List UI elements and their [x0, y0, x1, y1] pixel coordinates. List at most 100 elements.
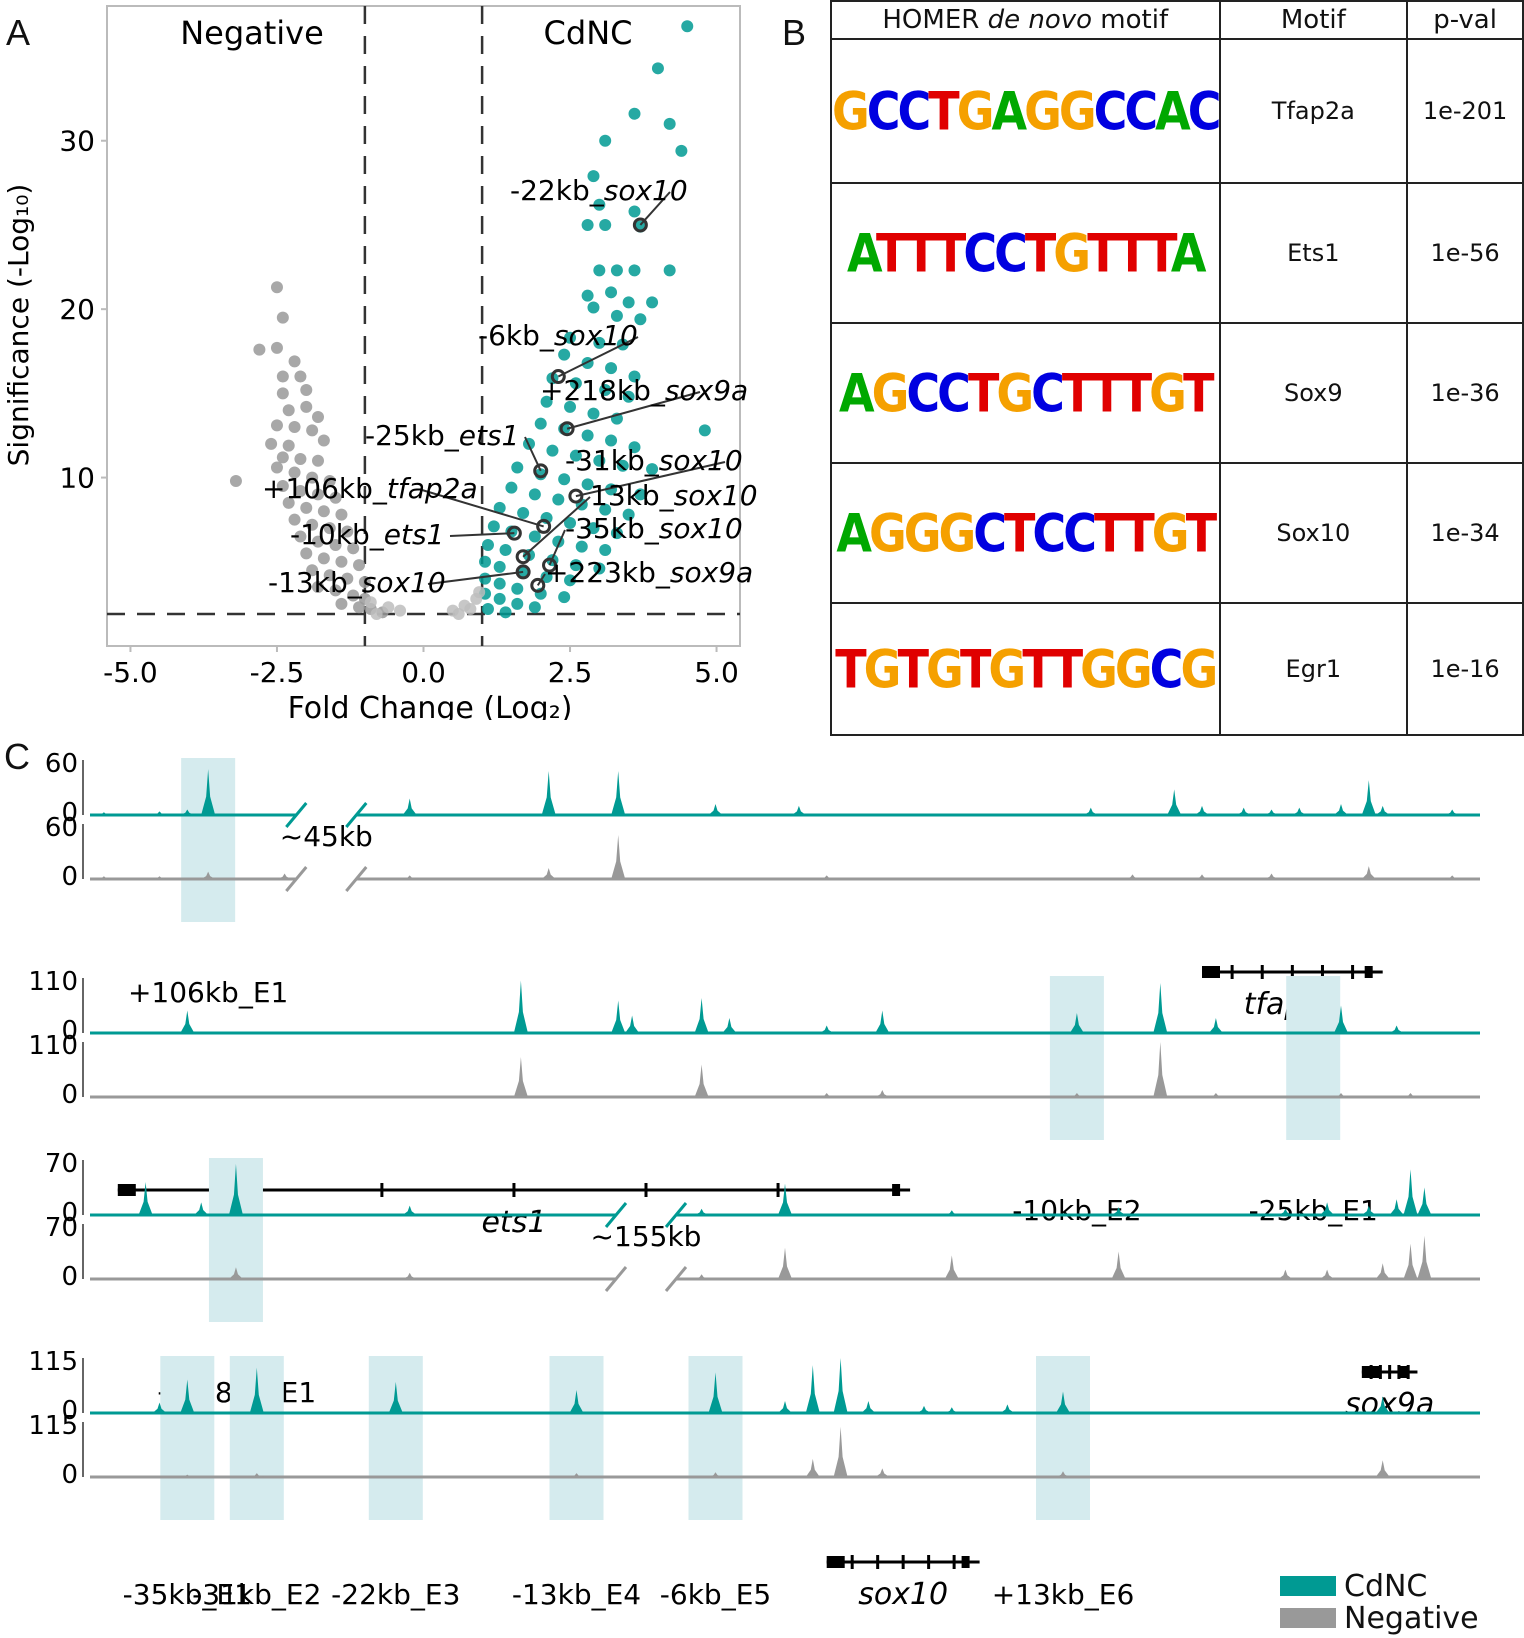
break-label: ~155kb	[591, 1220, 702, 1253]
point-cdnc	[593, 454, 606, 467]
peak-negative	[1375, 1263, 1390, 1279]
table-row: AGGGCTCCTTGT Sox10 1e-34	[830, 462, 1524, 604]
point-cdnc	[528, 488, 541, 501]
point-negative	[329, 491, 342, 504]
point-non-significant	[452, 608, 465, 620]
point-negative	[329, 584, 342, 597]
point-negative	[294, 485, 307, 498]
x-tick-label: -5.0	[103, 656, 158, 689]
point-cdnc	[593, 264, 606, 277]
peak-cdnc	[1208, 1018, 1223, 1033]
peak-cdnc	[1361, 780, 1376, 815]
peak-cdnc	[944, 1210, 959, 1215]
annotation-label: 13kb_sox10	[590, 479, 758, 512]
peak-cdnc	[1069, 1013, 1084, 1033]
motif-logo: TGTGTGTTGGCG	[830, 602, 1221, 736]
point-cdnc	[558, 591, 571, 604]
motif-logo: AGGGCTCCTTGT	[830, 462, 1221, 604]
point-negative	[253, 343, 266, 356]
point-negative	[276, 370, 289, 383]
legend-item-negative: Negative	[1280, 1601, 1479, 1636]
annotation-leader	[522, 496, 591, 558]
peak-negative	[1264, 873, 1279, 879]
peak-negative	[1125, 874, 1140, 879]
point-cdnc	[634, 313, 647, 326]
volcano-plot: -22kb_sox10 -6kb_sox10 +218kb_sox9a -25kb_e…	[2, 5, 758, 720]
peak-negative	[402, 1272, 417, 1279]
peak-cdnc	[917, 1405, 931, 1413]
peak-negative	[277, 873, 292, 879]
peak-cdnc	[819, 1025, 834, 1033]
point-negative	[341, 572, 354, 585]
enhancer-label: -25kb_E1	[1249, 1194, 1378, 1227]
peak-negative	[1056, 1471, 1070, 1477]
point-negative	[276, 480, 289, 492]
annotation-label: -31kb_sox10	[565, 444, 743, 477]
peak-cdnc	[1375, 805, 1390, 815]
gene-label: sox10	[858, 1577, 948, 1612]
point-cdnc	[558, 348, 571, 361]
break-mark	[604, 1202, 628, 1228]
point-negative	[282, 404, 295, 417]
peak-negative	[1208, 1093, 1223, 1097]
peak-cdnc	[201, 769, 216, 815]
panel-label-c: C	[4, 736, 30, 777]
point-negative	[306, 471, 319, 484]
peak-cdnc	[1334, 804, 1348, 815]
point-cdnc	[622, 390, 635, 403]
peak-negative	[541, 868, 556, 879]
point-cdnc	[540, 570, 553, 583]
enhancer-highlight	[549, 1356, 604, 1520]
point-cdnc	[569, 559, 582, 572]
point-negative	[229, 474, 242, 487]
point-negative	[300, 501, 313, 514]
point-cdnc	[499, 544, 512, 556]
enhancer-label: -35kb_E1	[123, 1578, 252, 1611]
motif-pval: 1e-16	[1406, 602, 1524, 736]
peak-cdnc	[152, 1402, 167, 1413]
point-negative	[282, 496, 295, 509]
point-negative	[347, 589, 360, 602]
peak-negative	[875, 1090, 890, 1097]
point-cdnc	[622, 508, 635, 521]
point-cdnc	[610, 527, 623, 540]
peak-negative	[1334, 1093, 1348, 1097]
peak-negative	[1195, 874, 1209, 879]
point-negative	[294, 530, 307, 543]
track-scale-min: 0	[61, 1396, 78, 1426]
annotated-point	[550, 369, 566, 385]
gene-exon	[1202, 966, 1220, 978]
point-non-significant	[364, 596, 377, 609]
annotation-label: -35kb_sox10	[565, 512, 743, 545]
point-negative	[288, 513, 301, 526]
point-negative	[329, 538, 342, 551]
point-negative	[306, 564, 319, 577]
point-cdnc	[628, 370, 641, 383]
peak-cdnc	[402, 1205, 417, 1215]
enhancer-label: -13kb_E4	[512, 1578, 641, 1611]
enhancer-highlight	[1036, 1356, 1090, 1520]
annotated-point	[559, 421, 575, 437]
point-negative	[341, 525, 354, 538]
point-cdnc	[663, 117, 676, 130]
peak-negative	[513, 1057, 528, 1097]
point-cdnc	[587, 522, 600, 535]
point-cdnc	[552, 493, 565, 506]
peak-negative	[152, 876, 167, 879]
point-cdnc	[569, 449, 582, 462]
motif-pval: 1e-201	[1406, 38, 1524, 184]
break-mark	[664, 1266, 688, 1292]
peak-cdnc	[1361, 1205, 1376, 1215]
point-negative	[288, 466, 301, 479]
point-cdnc	[593, 562, 606, 575]
peak-cdnc	[152, 811, 167, 815]
gene-exon	[1364, 966, 1373, 978]
point-negative	[353, 601, 366, 614]
motif-name: Sox10	[1218, 462, 1409, 604]
track-scale-min: 0	[61, 1198, 78, 1228]
peak-negative	[1320, 1269, 1335, 1279]
point-negative	[300, 384, 313, 396]
point-cdnc	[493, 501, 506, 514]
group-label-cdnc: CdNC	[544, 14, 633, 52]
